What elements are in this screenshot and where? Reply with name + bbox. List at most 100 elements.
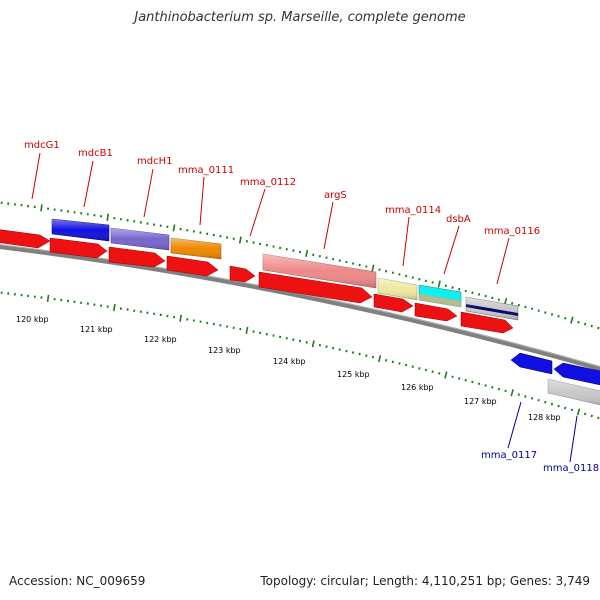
minor-tick xyxy=(511,301,514,305)
minor-tick xyxy=(557,404,560,408)
minor-tick xyxy=(451,375,454,379)
minor-tick xyxy=(577,320,580,324)
scale-labels: 120 kbp 121 kbp 122 kbp 123 kbp 124 kbp 125 k… xyxy=(16,315,561,422)
feature-shading xyxy=(52,219,600,405)
gene-label-mma_0118[interactable]: mma_0118 xyxy=(543,463,599,474)
minor-tick xyxy=(305,341,308,344)
minor-tick xyxy=(325,256,328,259)
outer-tick-ring xyxy=(0,201,600,330)
minor-tick xyxy=(398,362,401,365)
minor-tick xyxy=(411,276,414,279)
minor-tick xyxy=(477,382,481,386)
minor-tick xyxy=(537,398,540,402)
minor-tick xyxy=(411,365,414,368)
gene-label-dsbA[interactable]: dsbA xyxy=(446,214,471,225)
minor-tick xyxy=(345,349,348,353)
minor-tick xyxy=(544,400,547,404)
minor-tick xyxy=(484,384,487,387)
minor-tick xyxy=(391,271,394,275)
scale-label: 123 kbp xyxy=(208,346,241,355)
cds-feature[interactable] xyxy=(510,352,553,375)
minor-tick xyxy=(424,368,428,372)
minor-tick xyxy=(431,281,434,284)
major-tick xyxy=(245,326,249,334)
minor-tick xyxy=(471,380,474,384)
cds-feature[interactable] xyxy=(229,265,256,283)
minor-tick xyxy=(398,273,401,276)
cds-feature[interactable] xyxy=(373,293,414,313)
cds-feature[interactable] xyxy=(460,311,514,334)
minor-tick xyxy=(564,316,567,320)
map-title: Janthinobacterium sp. Marseille, complet… xyxy=(134,10,466,25)
minor-tick xyxy=(385,269,388,273)
major-tick xyxy=(371,264,375,272)
minor-tick xyxy=(292,338,295,341)
genome-stats-text: Topology: circular; Length: 4,110,251 bp… xyxy=(260,574,590,588)
minor-tick xyxy=(458,287,461,291)
minor-tick xyxy=(245,240,249,243)
minor-tick xyxy=(497,298,501,302)
minor-tick xyxy=(351,351,355,354)
minor-tick xyxy=(285,336,288,340)
major-tick xyxy=(40,204,43,212)
gene-label-mma_0112[interactable]: mma_0112 xyxy=(240,177,296,188)
gene-label-mma_0117[interactable]: mma_0117 xyxy=(481,450,537,461)
leader-line xyxy=(443,225,460,275)
forward-gene-labels: mdcG1 mdcB1 mdcH1 mma_0111 mma_0112 argS… xyxy=(24,140,540,237)
cds-feature[interactable] xyxy=(553,362,600,386)
minor-tick xyxy=(570,408,574,412)
major-tick xyxy=(437,280,441,288)
leader-line xyxy=(31,152,41,200)
minor-tick xyxy=(431,370,434,373)
leader-line xyxy=(402,216,410,267)
minor-tick xyxy=(444,284,447,288)
minor-tick xyxy=(550,313,554,316)
major-tick xyxy=(510,389,514,397)
gene-label-mdcH1[interactable]: mdcH1 xyxy=(137,156,172,167)
cds-feature[interactable] xyxy=(258,271,373,304)
reverse-gene-labels: mma_0117 mma_0118 xyxy=(481,450,599,474)
cds-feature[interactable] xyxy=(0,229,51,249)
gene-label-argS[interactable]: argS xyxy=(324,190,347,201)
gene-label-mma_0114[interactable]: mma_0114 xyxy=(385,205,441,216)
major-tick xyxy=(576,408,581,416)
minor-tick xyxy=(530,307,534,311)
minor-tick xyxy=(597,326,600,330)
minor-tick xyxy=(285,247,288,251)
gene-label-mma_0116[interactable]: mma_0116 xyxy=(484,226,540,237)
minor-tick xyxy=(557,315,560,318)
major-tick xyxy=(311,340,315,348)
scale-label: 128 kbp xyxy=(528,413,561,422)
gene-label-mma_0111[interactable]: mma_0111 xyxy=(178,165,234,176)
scale-label: 122 kbp xyxy=(144,335,177,344)
leader-line xyxy=(569,415,578,463)
reverse-leader-lines xyxy=(507,401,578,463)
gene-label-mdcB1[interactable]: mdcB1 xyxy=(78,148,113,159)
cds-feature[interactable] xyxy=(108,246,166,268)
minor-tick xyxy=(550,402,554,406)
cds-feature[interactable] xyxy=(419,294,461,307)
forward-features-lower xyxy=(49,237,514,334)
leader-line xyxy=(143,168,154,218)
minor-tick xyxy=(583,322,587,326)
minor-tick xyxy=(438,372,441,375)
minor-tick xyxy=(365,354,368,357)
minor-tick xyxy=(517,303,520,307)
leader-line xyxy=(496,237,510,285)
cds-feature[interactable] xyxy=(49,237,108,259)
minor-tick xyxy=(517,393,520,396)
minor-tick xyxy=(451,286,454,289)
minor-tick xyxy=(590,414,593,418)
minor-tick xyxy=(491,385,494,389)
minor-tick xyxy=(265,332,268,336)
major-tick xyxy=(570,316,574,324)
accession-text: Accession: NC_009659 xyxy=(9,574,146,588)
minor-tick xyxy=(358,263,361,267)
cds-feature[interactable] xyxy=(166,255,219,277)
cds-feature[interactable] xyxy=(414,302,458,322)
minor-tick xyxy=(530,397,534,400)
leader-line xyxy=(507,401,522,449)
gene-label-mdcG1[interactable]: mdcG1 xyxy=(24,140,60,151)
minor-tick xyxy=(471,291,474,294)
scale-label: 120 kbp xyxy=(16,315,49,324)
